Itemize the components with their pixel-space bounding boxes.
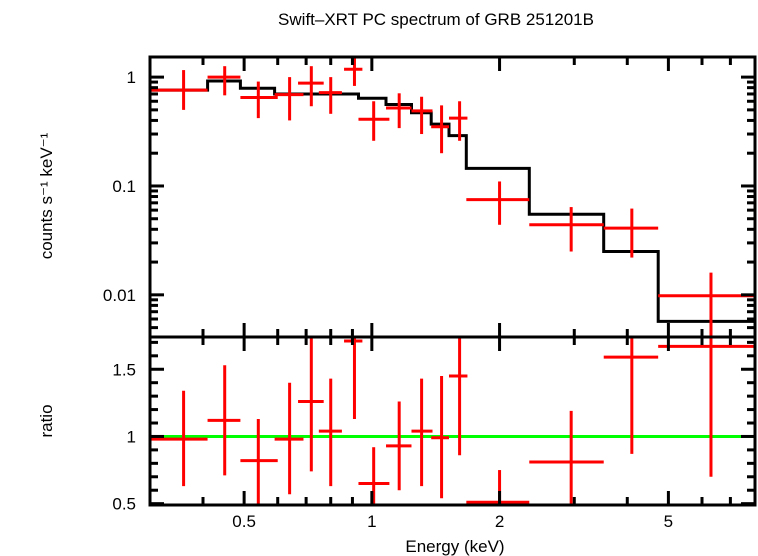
ratio-data-point — [240, 418, 278, 505]
ratio-data-point — [658, 337, 755, 477]
ratio-data-point — [318, 378, 342, 487]
spectrum-data-point — [150, 70, 208, 110]
ratio-data-point — [344, 337, 363, 419]
y-tick-label: 1 — [127, 68, 136, 87]
y-tick-label: 0.5 — [112, 495, 136, 514]
y-tick-label: 0.1 — [112, 177, 136, 196]
spectrum-data-point — [298, 66, 324, 107]
spectrum-data-point — [411, 96, 433, 135]
spectrum-data-point — [603, 208, 659, 258]
ratio-data-point — [529, 410, 604, 505]
spectrum-data-point — [386, 93, 412, 129]
x-tick-label: 1 — [367, 512, 376, 531]
chart-title: Swift–XRT PC spectrum of GRB 251201B — [278, 10, 594, 29]
y-tick-label: 0.01 — [103, 286, 136, 305]
spectrum-data-point — [658, 272, 755, 337]
x-tick-label: 5 — [664, 512, 673, 531]
ratio-data-point — [431, 375, 449, 499]
y-tick-label: 1 — [127, 427, 136, 446]
ratio-data-point — [150, 390, 208, 487]
spectrum-data-point — [274, 77, 304, 121]
upper-y-axis-label: counts s⁻¹ keV⁻¹ — [37, 132, 56, 259]
spectrum-data-point — [529, 207, 604, 252]
ratio-data-point — [448, 337, 468, 456]
spectrum-data-point — [207, 66, 241, 96]
spectrum-data-point — [466, 181, 530, 225]
spectrum-data-point — [431, 105, 449, 154]
lower-y-axis-label: ratio — [37, 404, 56, 437]
ratio-data-point — [358, 447, 390, 505]
ratio-panel: 0.5 1 2 5 1.5 1 0.5 — [112, 335, 757, 531]
x-axis-label: Energy (keV) — [405, 537, 504, 556]
ratio-data-point — [411, 378, 433, 487]
spectrum-data-point — [318, 77, 342, 114]
ratio-data-point — [386, 401, 412, 491]
ratio-data-point — [466, 470, 530, 505]
ratio-data-point — [274, 382, 304, 495]
ratio-frame — [148, 335, 757, 507]
ratio-data-point — [298, 337, 324, 472]
ratio-data-point — [603, 337, 659, 454]
spectrum-data-point — [358, 101, 390, 141]
spectrum-panel: 1 0.1 0.01 — [103, 55, 757, 339]
ratio-data-point — [207, 365, 241, 476]
x-tick-label: 2 — [495, 512, 504, 531]
x-tick-label: 0.5 — [232, 512, 256, 531]
spectrum-data-point — [448, 101, 468, 141]
spectrum-data-point — [240, 81, 278, 119]
spectrum-data-point — [344, 57, 363, 86]
y-tick-label: 1.5 — [112, 360, 136, 379]
